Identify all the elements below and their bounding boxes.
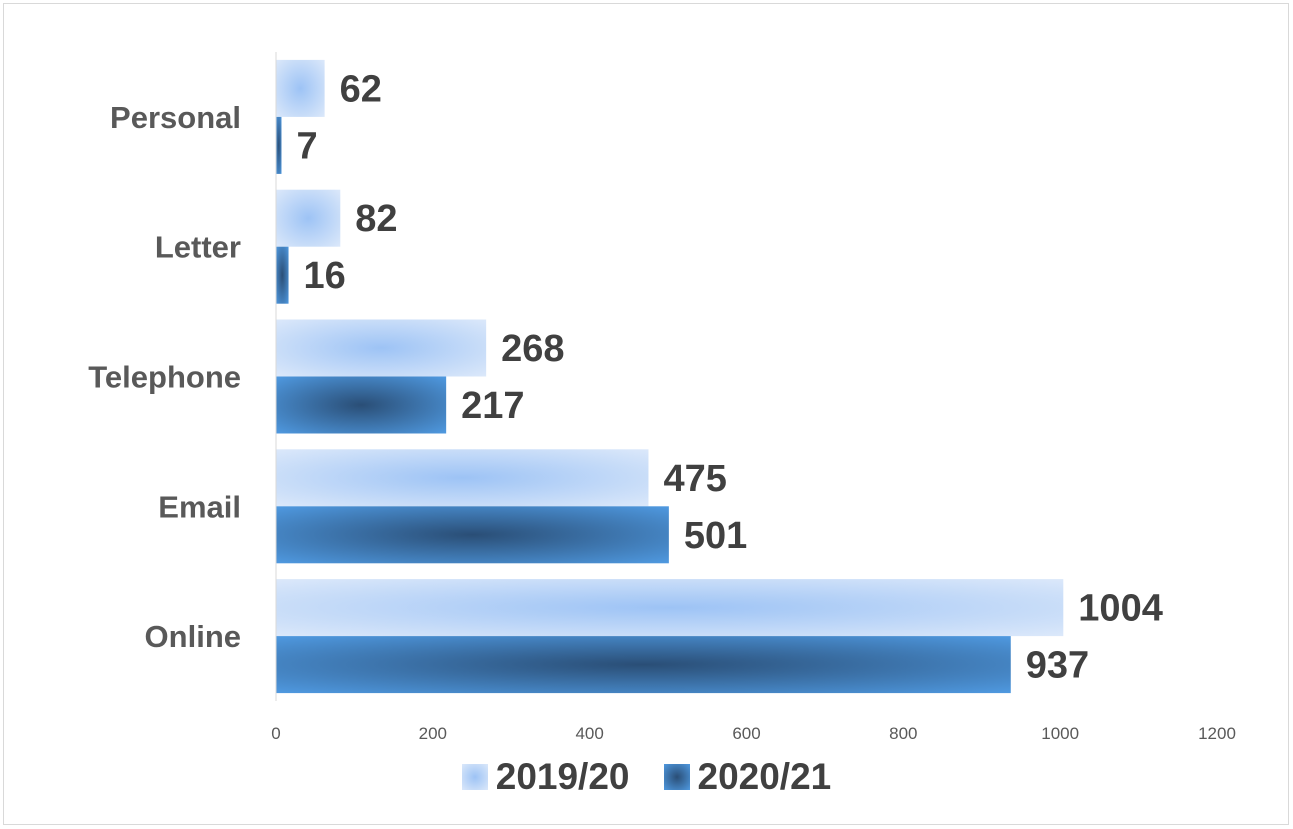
bar-letter-2019-20 (276, 189, 341, 247)
value-label-online-2019-20: 1004 (1078, 588, 1163, 630)
x-tick-label-200: 200 (419, 724, 447, 743)
x-tick-label-0: 0 (271, 724, 280, 743)
ticks-layer: 0 200 400 600 800 1000 1200 (271, 724, 1236, 743)
value-label-letter-2019-20: 82 (355, 198, 397, 240)
value-label-email-2019-20: 475 (663, 458, 726, 500)
x-tick-label-600: 600 (732, 724, 760, 743)
legend-swatch-2019-20 (461, 763, 488, 790)
bar-personal-2019-20 (276, 59, 325, 117)
x-tick-label-800: 800 (889, 724, 917, 743)
category-label-telephone: Telephone (88, 360, 241, 395)
category-label-personal: Personal (110, 100, 241, 135)
x-tick-label-1000: 1000 (1041, 724, 1079, 743)
legend: 2019/20 2020/21 (0, 758, 1293, 795)
bar-letter-2020-21 (276, 246, 289, 304)
bars-layer (276, 59, 1064, 694)
legend-item-2020-21: 2020/21 (663, 756, 832, 797)
category-label-letter: Letter (155, 230, 241, 265)
value-label-email-2020-21: 501 (684, 515, 747, 557)
legend-label-2019-20: 2019/20 (495, 756, 630, 797)
legend-item-2019-20: 2019/20 (461, 756, 630, 797)
value-label-personal-2020-21: 7 (296, 125, 317, 167)
bar-telephone-2019-20 (276, 319, 487, 377)
legend-label-2020-21: 2020/21 (697, 756, 832, 797)
value-label-online-2020-21: 937 (1026, 645, 1089, 687)
category-label-online: Online (145, 619, 241, 654)
value-label-personal-2019-20: 62 (340, 68, 382, 110)
bar-telephone-2020-21 (276, 376, 447, 434)
x-tick-label-1200: 1200 (1198, 724, 1236, 743)
bar-personal-2020-21 (276, 116, 282, 174)
x-tick-label-400: 400 (575, 724, 603, 743)
bar-email-2019-20 (276, 449, 649, 507)
value-label-telephone-2019-20: 268 (501, 328, 564, 370)
value-label-telephone-2020-21: 217 (461, 385, 524, 427)
value-label-letter-2020-21: 16 (304, 255, 346, 297)
bar-email-2020-21 (276, 506, 669, 564)
bar-online-2020-21 (276, 636, 1011, 694)
category-label-email: Email (158, 489, 241, 524)
bar-online-2019-20 (276, 579, 1064, 637)
legend-swatch-2020-21 (663, 763, 690, 790)
